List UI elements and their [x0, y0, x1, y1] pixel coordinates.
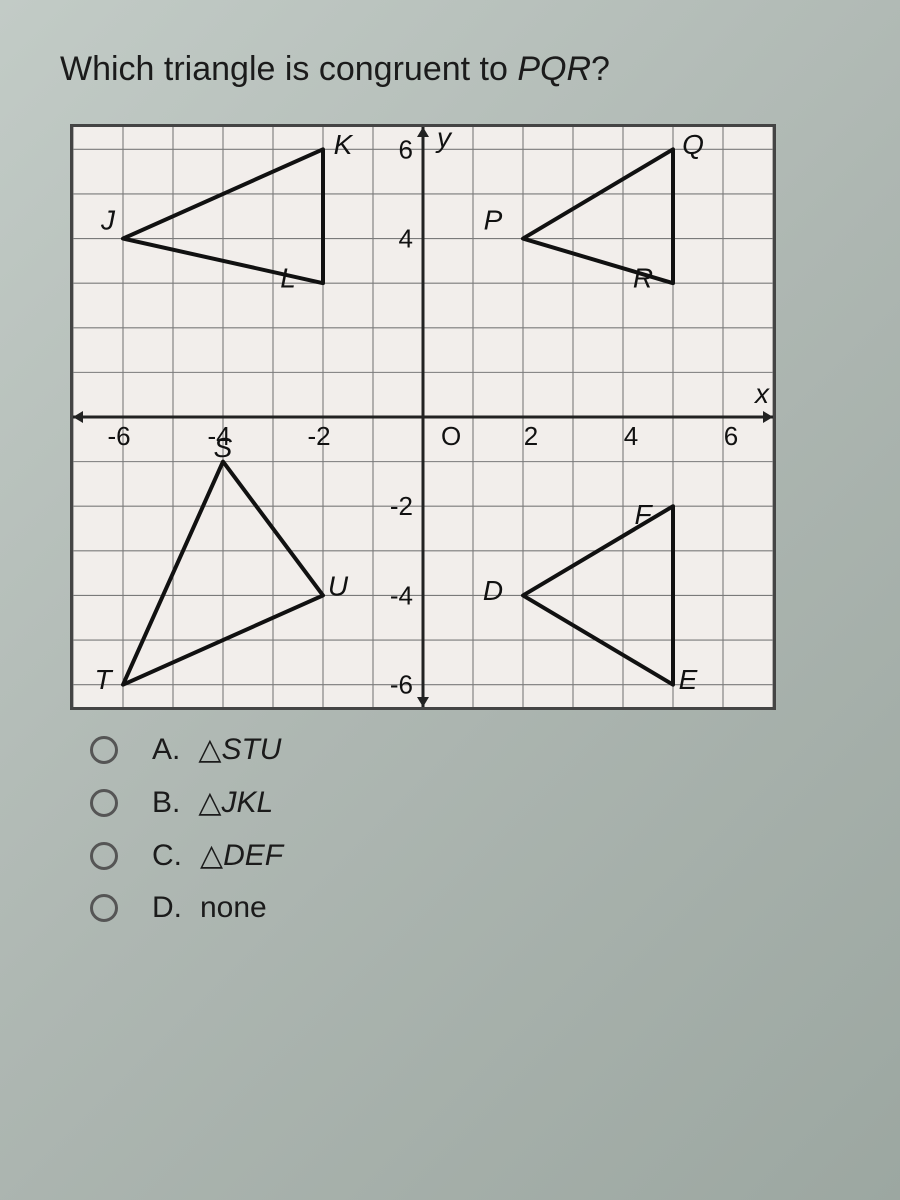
svg-text:O: O: [441, 421, 461, 451]
question-triangle-name: PQR: [517, 50, 591, 88]
coordinate-graph: -6-4-2246-6-4-246OxyJKLPQRSTUDEF: [70, 124, 776, 710]
question-prefix: Which triangle is congruent to: [60, 50, 517, 88]
option-letter: D.: [152, 891, 182, 925]
svg-text:F: F: [634, 499, 653, 530]
option-letter: A.: [152, 733, 180, 767]
svg-text:x: x: [753, 378, 770, 409]
svg-text:-6: -6: [107, 421, 130, 451]
svg-text:4: 4: [399, 224, 413, 254]
question-text: Which triangle is congruent to PQR?: [60, 50, 860, 89]
svg-text:U: U: [328, 570, 349, 601]
svg-text:S: S: [214, 432, 233, 463]
option-letter: C.: [152, 839, 182, 873]
graph-svg: -6-4-2246-6-4-246OxyJKLPQRSTUDEF: [73, 127, 773, 707]
svg-text:T: T: [94, 664, 113, 695]
svg-text:2: 2: [524, 421, 538, 451]
svg-text:-6: -6: [390, 670, 413, 700]
svg-text:L: L: [280, 263, 296, 294]
svg-text:E: E: [679, 664, 698, 695]
svg-text:P: P: [484, 205, 503, 236]
option-letter: B.: [152, 786, 180, 820]
option-text: none: [200, 891, 267, 925]
svg-text:J: J: [100, 205, 116, 236]
svg-text:Q: Q: [682, 129, 704, 160]
svg-text:y: y: [435, 127, 453, 153]
svg-text:4: 4: [624, 421, 638, 451]
option-D[interactable]: D. none: [90, 891, 860, 925]
svg-text:R: R: [633, 263, 653, 294]
option-text: △STU: [198, 732, 281, 767]
radio-icon[interactable]: [90, 789, 118, 817]
svg-text:6: 6: [399, 134, 413, 164]
svg-text:K: K: [334, 129, 354, 160]
option-B[interactable]: B. △JKL: [90, 785, 860, 820]
option-text: △DEF: [200, 838, 283, 873]
radio-icon[interactable]: [90, 736, 118, 764]
radio-icon[interactable]: [90, 894, 118, 922]
svg-text:-2: -2: [390, 491, 413, 521]
option-C[interactable]: C. △DEF: [90, 838, 860, 873]
answer-options: A. △STU B. △JKL C. △DEF D. none: [90, 732, 860, 925]
question-suffix: ?: [591, 50, 610, 88]
svg-text:6: 6: [724, 421, 738, 451]
option-text: △JKL: [198, 785, 273, 820]
svg-text:-2: -2: [307, 421, 330, 451]
radio-icon[interactable]: [90, 842, 118, 870]
svg-text:D: D: [483, 575, 503, 606]
option-A[interactable]: A. △STU: [90, 732, 860, 767]
svg-text:-4: -4: [390, 580, 413, 610]
